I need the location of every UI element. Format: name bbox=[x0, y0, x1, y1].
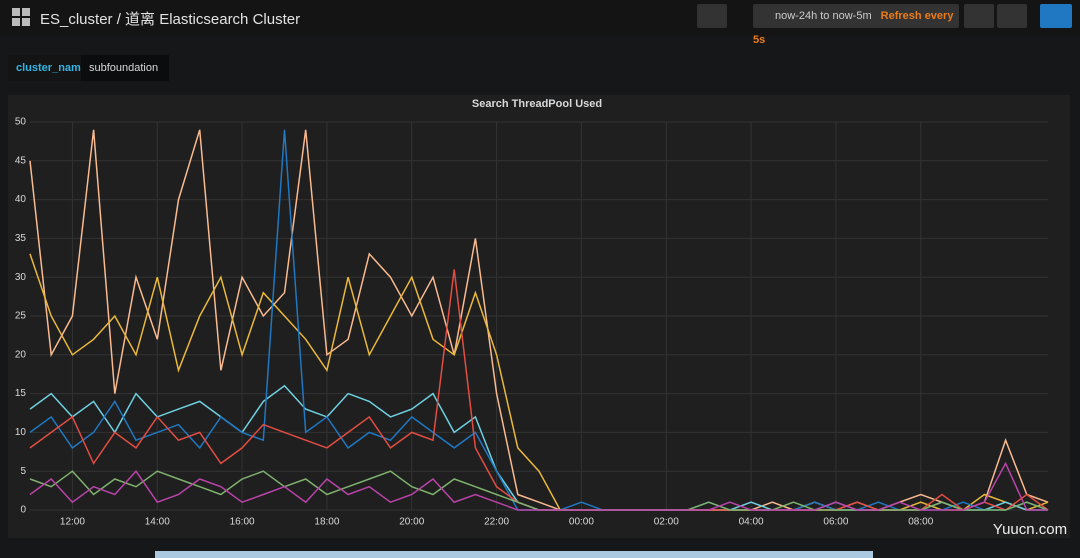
y-tick-label: 40 bbox=[15, 194, 27, 205]
y-tick-label: 25 bbox=[15, 311, 27, 322]
x-tick-label: 18:00 bbox=[314, 517, 339, 528]
time-picker[interactable]: now-24h to now-5m Refresh every 5s bbox=[753, 4, 959, 46]
time-range: now-24h to now-5m bbox=[775, 10, 872, 22]
y-tick-label: 30 bbox=[15, 272, 27, 283]
bottom-strip bbox=[155, 551, 873, 558]
x-tick-label: 00:00 bbox=[569, 517, 594, 528]
watermark: Yuucn.com bbox=[993, 521, 1067, 538]
refresh-button[interactable] bbox=[997, 4, 1027, 28]
x-tick-label: 06:00 bbox=[823, 517, 848, 528]
y-tick-label: 50 bbox=[15, 117, 27, 128]
x-tick-label: 04:00 bbox=[739, 517, 764, 528]
refresh-label: Refresh every 5s bbox=[753, 10, 954, 46]
y-tick-label: 45 bbox=[15, 155, 27, 166]
series-line bbox=[29, 461, 1048, 511]
dashboard-title[interactable]: ES_cluster / 道离 Elasticsearch Cluster bbox=[40, 11, 301, 28]
y-tick-label: 0 bbox=[20, 505, 26, 516]
top-bar: ES_cluster / 道离 Elasticsearch Cluster no… bbox=[0, 0, 1080, 46]
y-tick-label: 5 bbox=[20, 466, 26, 477]
panel-title: Search ThreadPool Used bbox=[472, 98, 602, 110]
x-tick-label: 20:00 bbox=[399, 517, 424, 528]
y-tick-label: 20 bbox=[15, 349, 27, 360]
x-tick-label: 08:00 bbox=[908, 517, 933, 528]
x-tick-label: 16:00 bbox=[230, 517, 255, 528]
x-tick-label: 02:00 bbox=[654, 517, 679, 528]
back-button[interactable] bbox=[1040, 4, 1072, 28]
x-tick-label: 12:00 bbox=[60, 517, 85, 528]
zoom-button[interactable] bbox=[964, 4, 994, 28]
x-tick-label: 14:00 bbox=[145, 517, 170, 528]
variable-select[interactable]: subfoundation bbox=[81, 55, 169, 81]
y-tick-label: 15 bbox=[15, 388, 27, 399]
share-button[interactable] bbox=[697, 4, 727, 28]
y-tick-label: 35 bbox=[15, 233, 27, 244]
x-tick-label: 22:00 bbox=[484, 517, 509, 528]
y-tick-label: 10 bbox=[15, 427, 27, 438]
variable-label: cluster_name bbox=[8, 55, 95, 81]
grid-icon[interactable] bbox=[12, 8, 30, 26]
